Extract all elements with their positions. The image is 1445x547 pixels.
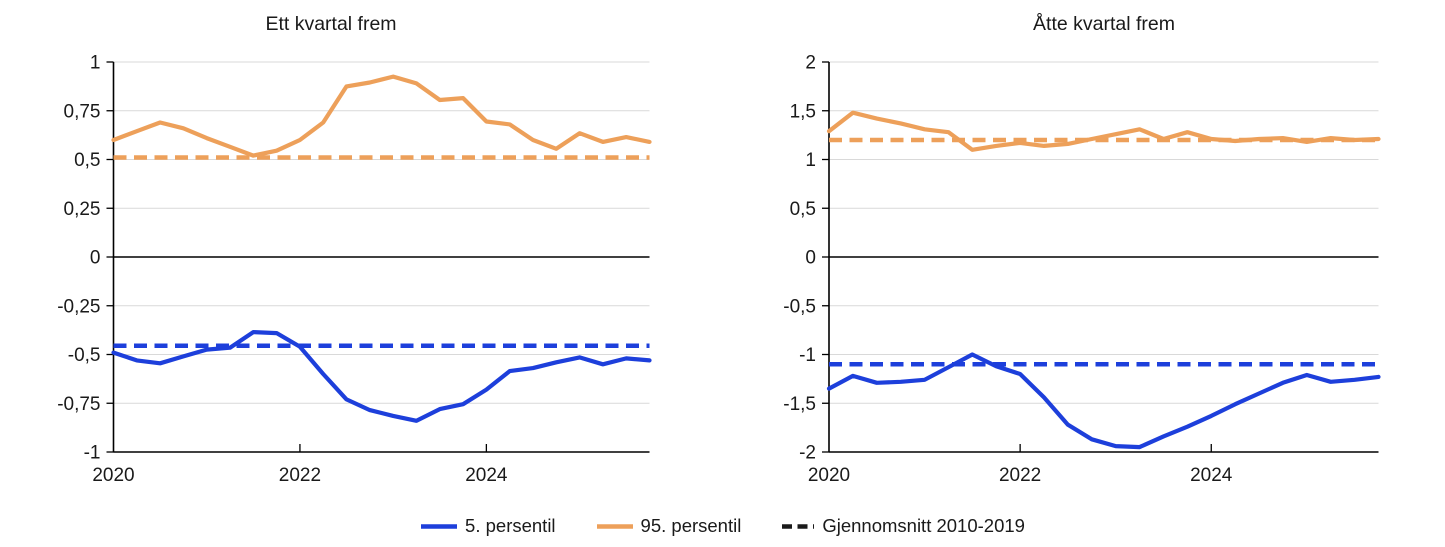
chart-title-right: Åtte kvartal frem bbox=[1033, 13, 1175, 35]
y-tick-label: -1 bbox=[84, 443, 101, 464]
x-tick-label: 2020 bbox=[92, 465, 134, 486]
y-tick-label: 1,5 bbox=[790, 101, 816, 122]
y-tick-label: -0,5 bbox=[68, 345, 101, 366]
y-tick-label: 1 bbox=[805, 150, 816, 171]
y-tick-label: 0,75 bbox=[64, 101, 101, 122]
y-tick-label: -2 bbox=[799, 443, 816, 464]
x-tick-label: 2022 bbox=[999, 465, 1041, 486]
y-tick-label: 2 bbox=[805, 53, 816, 74]
black-dashed-line-icon bbox=[782, 523, 815, 529]
legend-item-5-persentil: 5. persentil bbox=[420, 515, 556, 537]
x-tick-label: 2022 bbox=[279, 465, 321, 486]
legend: 5. persentil 95. persentil Gjennomsnitt … bbox=[0, 515, 1445, 537]
blue-line-icon bbox=[421, 523, 458, 529]
y-tick-label: 0,5 bbox=[790, 199, 816, 220]
chart-title-left: Ett kvartal frem bbox=[265, 13, 397, 35]
y-tick-label: 0,25 bbox=[64, 199, 101, 220]
series-line-5-persentil bbox=[826, 352, 1381, 450]
y-tick-label: 0,5 bbox=[74, 150, 100, 171]
y-tick-label: -1 bbox=[799, 345, 816, 366]
x-tick-label: 2024 bbox=[1190, 465, 1233, 486]
orange-line-icon bbox=[596, 523, 633, 529]
y-tick-label: -0,5 bbox=[783, 296, 816, 317]
legend-item-gjennomsnitt: Gjennomsnitt 2010-2019 bbox=[781, 515, 1025, 537]
y-tick-label: -1,5 bbox=[783, 394, 816, 415]
y-tick-label: 0 bbox=[90, 248, 101, 269]
y-tick-label: -0,75 bbox=[57, 394, 100, 415]
legend-item-95-persentil: 95. persentil bbox=[596, 515, 742, 537]
y-tick-label: 0 bbox=[805, 248, 816, 269]
legend-label: 5. persentil bbox=[465, 515, 556, 536]
series-line-95-persentil bbox=[111, 74, 652, 158]
x-tick-label: 2020 bbox=[808, 465, 850, 486]
x-tick-label: 2024 bbox=[465, 465, 508, 486]
y-tick-label: 1 bbox=[90, 53, 101, 74]
legend-label: Gjennomsnitt 2010-2019 bbox=[822, 515, 1025, 536]
y-tick-label: -0,25 bbox=[57, 296, 100, 317]
legend-label: 95. persentil bbox=[640, 515, 742, 536]
series-line-95-persentil bbox=[826, 110, 1381, 152]
series-line-5-persentil bbox=[111, 330, 652, 423]
